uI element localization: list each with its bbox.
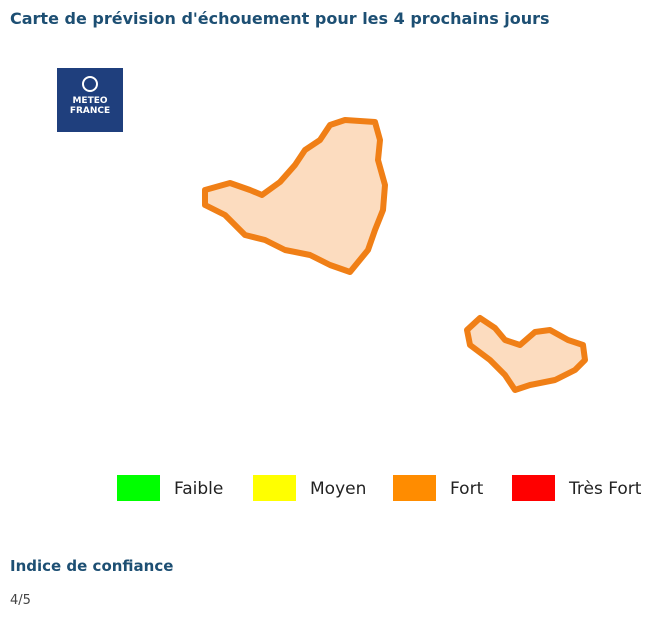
legend-swatch [393,475,436,501]
confidence-value: 4/5 [10,593,31,608]
legend-label: Moyen [310,479,366,499]
confidence-title: Indice de confiance [10,557,173,575]
legend-label: Très Fort [568,479,642,499]
legend-swatch [117,475,160,501]
logo-text: FRANCE [70,106,110,116]
title: Carte de prévision d'échouement pour les… [10,9,550,28]
map [202,117,588,393]
legend-swatch [253,475,296,501]
logo: METEO FRANCE [57,68,123,132]
island [464,315,588,393]
legend-label: Fort [450,479,484,499]
legend-label: Faible [174,479,223,499]
legend-swatch [512,475,555,501]
island [202,117,388,275]
logo-box [57,68,123,132]
logo-text: METEO [72,96,107,106]
legend: Faible Moyen Fort Très Fort [117,475,642,501]
logo-icon [82,76,98,92]
